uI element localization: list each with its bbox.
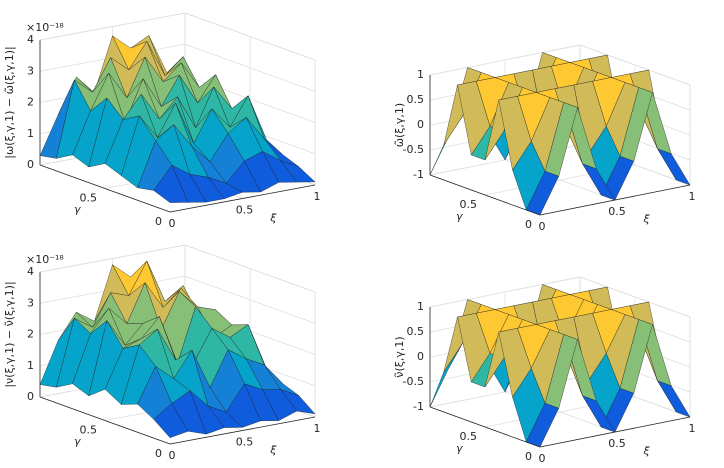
- x-tick-label: 1: [314, 422, 321, 435]
- y-tick-label: 0.5: [460, 430, 478, 443]
- y-tick-label: 0: [155, 447, 162, 460]
- z-tick-label: 1: [27, 359, 34, 372]
- y-axis-label: γ: [74, 203, 81, 216]
- y-axis: [39, 164, 171, 213]
- surface-patch: [153, 164, 189, 203]
- z-tick-label: 0.5: [407, 93, 425, 106]
- x-tick-label: 1: [689, 422, 696, 435]
- x-tick-label: 0: [169, 449, 176, 462]
- z-tick-label: 3: [27, 296, 34, 309]
- y-tick-label: 0.5: [80, 192, 98, 205]
- y-axis: [429, 174, 541, 216]
- z-tick-label: 1: [27, 127, 34, 140]
- x-tick-label: 1: [314, 190, 321, 203]
- y-axis-label: γ: [74, 435, 81, 448]
- z-tick-label: 0: [27, 390, 34, 403]
- box-edge: [579, 44, 691, 86]
- y-axis: [429, 406, 541, 448]
- y-axis-label: γ: [456, 442, 463, 455]
- x-axis-label: ξ: [643, 445, 651, 458]
- y-tick-label: 0: [525, 450, 532, 463]
- box-edge: [184, 244, 316, 293]
- box-edge: [39, 12, 186, 41]
- z-tick-label: 0: [417, 118, 424, 131]
- x-tick-label: 1: [689, 190, 696, 203]
- x-axis: [169, 184, 316, 213]
- z-axis-label: ω̃(ξ,γ,1): [393, 103, 406, 147]
- surface-patch: [429, 116, 463, 176]
- x-axis-label: ξ: [269, 443, 277, 456]
- x-axis: [169, 416, 316, 445]
- z-tick-label: 4: [27, 33, 34, 46]
- x-axis: [539, 416, 691, 448]
- surface-patch: [153, 403, 189, 438]
- x-tick-label: 0.5: [608, 205, 626, 218]
- z-exponent: ×10⁻¹⁸: [26, 21, 64, 34]
- box-edge: [429, 276, 581, 308]
- box-edge: [184, 12, 316, 61]
- z-tick-label: -0.5: [403, 375, 424, 388]
- z-tick-label: -1: [413, 168, 424, 181]
- z-tick-label: 4: [27, 265, 34, 278]
- z-tick-label: 1: [417, 300, 424, 313]
- box-edge: [579, 276, 691, 318]
- box-edge: [429, 44, 581, 76]
- y-tick-label: 0: [525, 218, 532, 231]
- x-tick-label: 0.5: [236, 204, 254, 217]
- z-axis-label: |ν(ξ,γ,1) − ν̃(ξ,γ,1)|: [3, 281, 16, 387]
- y-tick-label: 0: [155, 215, 162, 228]
- surface-patch: [429, 343, 463, 408]
- z-tick-label: 0: [417, 350, 424, 363]
- z-axis-label: |ω(ξ,γ,1) − ω̃(ξ,γ,1)|: [3, 46, 16, 158]
- y-axis-label: γ: [456, 210, 463, 223]
- x-axis-label: ξ: [643, 213, 651, 226]
- x-tick-label: 0.5: [608, 437, 626, 450]
- z-tick-label: -0.5: [403, 143, 424, 156]
- x-tick-label: 0.5: [236, 436, 254, 449]
- y-tick-label: 0.5: [80, 424, 98, 437]
- x-axis: [539, 184, 691, 216]
- z-tick-label: 2: [27, 96, 34, 109]
- z-tick-label: 2: [27, 328, 34, 341]
- y-tick-label: 0.5: [460, 198, 478, 211]
- z-axis-label: ν̃(ξ,γ,1): [393, 336, 406, 377]
- z-exponent: ×10⁻¹⁸: [26, 253, 64, 266]
- z-tick-label: 0: [27, 158, 34, 171]
- box-edge: [39, 244, 186, 273]
- z-tick-label: 3: [27, 64, 34, 77]
- x-tick-label: 0: [169, 217, 176, 230]
- z-tick-label: 1: [417, 68, 424, 81]
- y-axis: [39, 396, 171, 445]
- x-tick-label: 0: [539, 220, 546, 233]
- z-tick-label: -1: [413, 400, 424, 413]
- x-tick-label: 0: [539, 452, 546, 464]
- x-axis-label: ξ: [269, 211, 277, 224]
- z-tick-label: 0.5: [407, 325, 425, 338]
